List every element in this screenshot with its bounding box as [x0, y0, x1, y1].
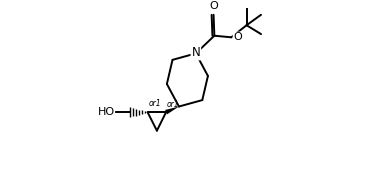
Polygon shape — [165, 107, 179, 114]
Text: O: O — [233, 32, 242, 42]
Text: HO: HO — [98, 107, 114, 117]
Text: or1: or1 — [148, 99, 161, 108]
Text: O: O — [209, 1, 218, 11]
Text: N: N — [191, 46, 200, 60]
Text: or1: or1 — [167, 100, 180, 109]
